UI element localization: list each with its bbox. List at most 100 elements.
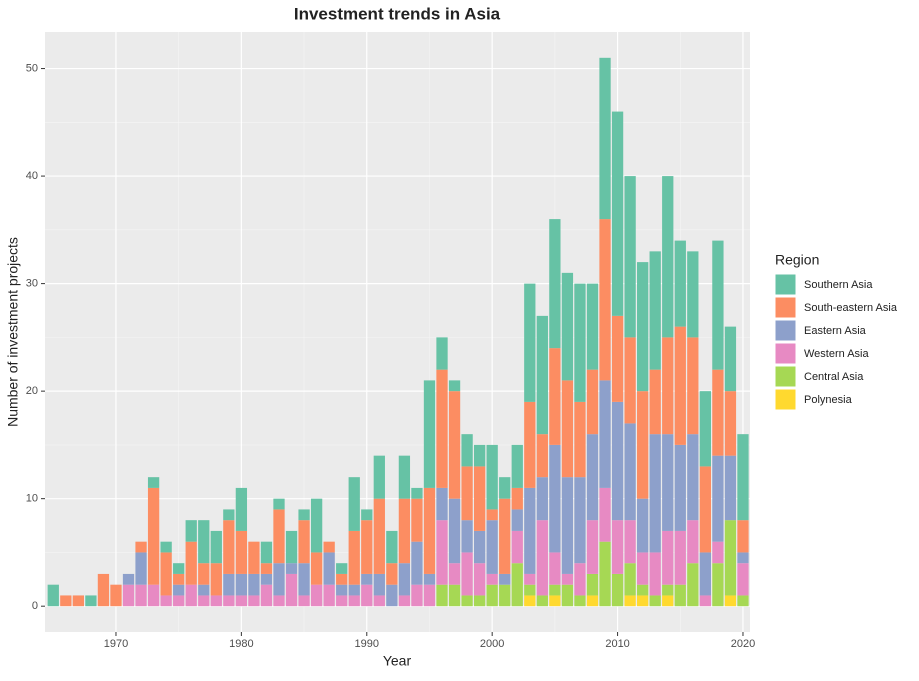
bar-segment — [448, 563, 461, 585]
bar-segment — [223, 520, 235, 574]
bar-segment — [712, 455, 724, 542]
bar-segment — [198, 584, 210, 596]
bar-segment — [461, 552, 473, 596]
x-axis-title: Year — [383, 653, 412, 669]
bar-segment — [336, 595, 348, 607]
bar-segment — [611, 111, 624, 316]
bar-segment — [536, 434, 548, 478]
bar-segment — [298, 509, 310, 521]
bar-segment — [599, 219, 611, 381]
bar-segment — [536, 315, 548, 435]
bar-segment — [599, 57, 611, 220]
bar-segment — [336, 584, 348, 596]
bar-segment — [411, 584, 423, 607]
bar-segment — [411, 541, 423, 585]
bar-segment — [473, 444, 486, 467]
bar-segment — [122, 584, 135, 607]
bar-segment — [724, 326, 737, 392]
bar-segment — [611, 520, 624, 574]
bar-segment — [97, 573, 110, 607]
bar-segment — [486, 584, 498, 607]
legend-label: Western Asia — [804, 348, 869, 360]
bar-segment — [436, 520, 448, 585]
bar-segment — [649, 552, 661, 596]
bar-segment — [649, 369, 661, 435]
bar-segment — [637, 498, 649, 553]
bar-segment — [574, 595, 586, 607]
bar-segment — [674, 530, 686, 585]
bar-segment — [285, 530, 298, 564]
bar-segment — [47, 584, 59, 607]
bar-segment — [662, 434, 674, 531]
bar-segment — [260, 563, 273, 574]
bar-segment — [348, 595, 360, 607]
bar-segment — [361, 573, 373, 585]
bar-segment — [248, 573, 260, 596]
bar-segment — [524, 573, 536, 585]
bar-segment — [373, 573, 385, 596]
bar-segment — [737, 563, 749, 596]
bar-segment — [448, 391, 461, 499]
bar-segment — [611, 315, 624, 402]
bar-segment — [674, 584, 686, 607]
bar-segment — [85, 595, 97, 607]
bar-segment — [310, 584, 323, 607]
bar-segment — [499, 498, 511, 574]
bar-segment — [674, 240, 686, 327]
bar-segment — [724, 595, 737, 607]
bar-segment — [549, 552, 561, 585]
bar-segment — [273, 595, 285, 607]
bar-segment — [448, 498, 461, 564]
bar-segment — [524, 595, 536, 607]
bar-segment — [549, 595, 561, 607]
bar-segment — [549, 219, 561, 349]
bar-segment — [310, 552, 323, 585]
bar-segment — [687, 251, 699, 338]
bar-segment — [574, 283, 586, 402]
bar-segment — [499, 584, 511, 607]
bar-segment — [511, 444, 523, 488]
bar-segment — [135, 552, 147, 585]
bar-segment — [386, 530, 398, 564]
bar-segment — [687, 520, 699, 564]
bar-segment — [298, 563, 310, 596]
bar-segment — [147, 477, 160, 488]
bar-segment — [486, 520, 498, 574]
bar-segment — [323, 541, 335, 553]
bar-segment — [361, 520, 373, 574]
bar-segment — [712, 240, 724, 370]
bar-segment — [285, 563, 298, 574]
bar-segment — [486, 444, 498, 510]
bar-segment — [348, 530, 360, 585]
bar-segment — [411, 498, 423, 542]
bar-segment — [336, 573, 348, 585]
bar-segment — [724, 520, 737, 596]
bar-segment — [273, 563, 285, 596]
y-tick-label: 20 — [26, 385, 38, 397]
bar-segment — [486, 509, 498, 521]
bar-segment — [298, 595, 310, 607]
bar-segment — [599, 380, 611, 488]
bar-segment — [398, 563, 411, 596]
bar-segment — [248, 541, 260, 574]
bar-segment — [448, 380, 461, 392]
bar-segment — [348, 477, 360, 531]
bar-segment — [135, 584, 147, 607]
bar-segment — [386, 584, 398, 607]
bar-segment — [699, 552, 712, 596]
bar-segment — [524, 401, 536, 488]
bar-segment — [248, 595, 260, 607]
bar-segment — [536, 477, 548, 521]
bar-segment — [637, 391, 649, 499]
bar-segment — [461, 595, 473, 607]
bar-segment — [599, 541, 611, 607]
bar-segment — [285, 573, 298, 607]
legend-label: South-eastern Asia — [804, 302, 898, 314]
bar-segment — [60, 595, 72, 607]
bar-segment — [712, 369, 724, 456]
bar-segment — [398, 595, 411, 607]
bar-segment — [561, 477, 574, 574]
bar-segment — [336, 563, 348, 574]
bar-segment — [461, 466, 473, 521]
